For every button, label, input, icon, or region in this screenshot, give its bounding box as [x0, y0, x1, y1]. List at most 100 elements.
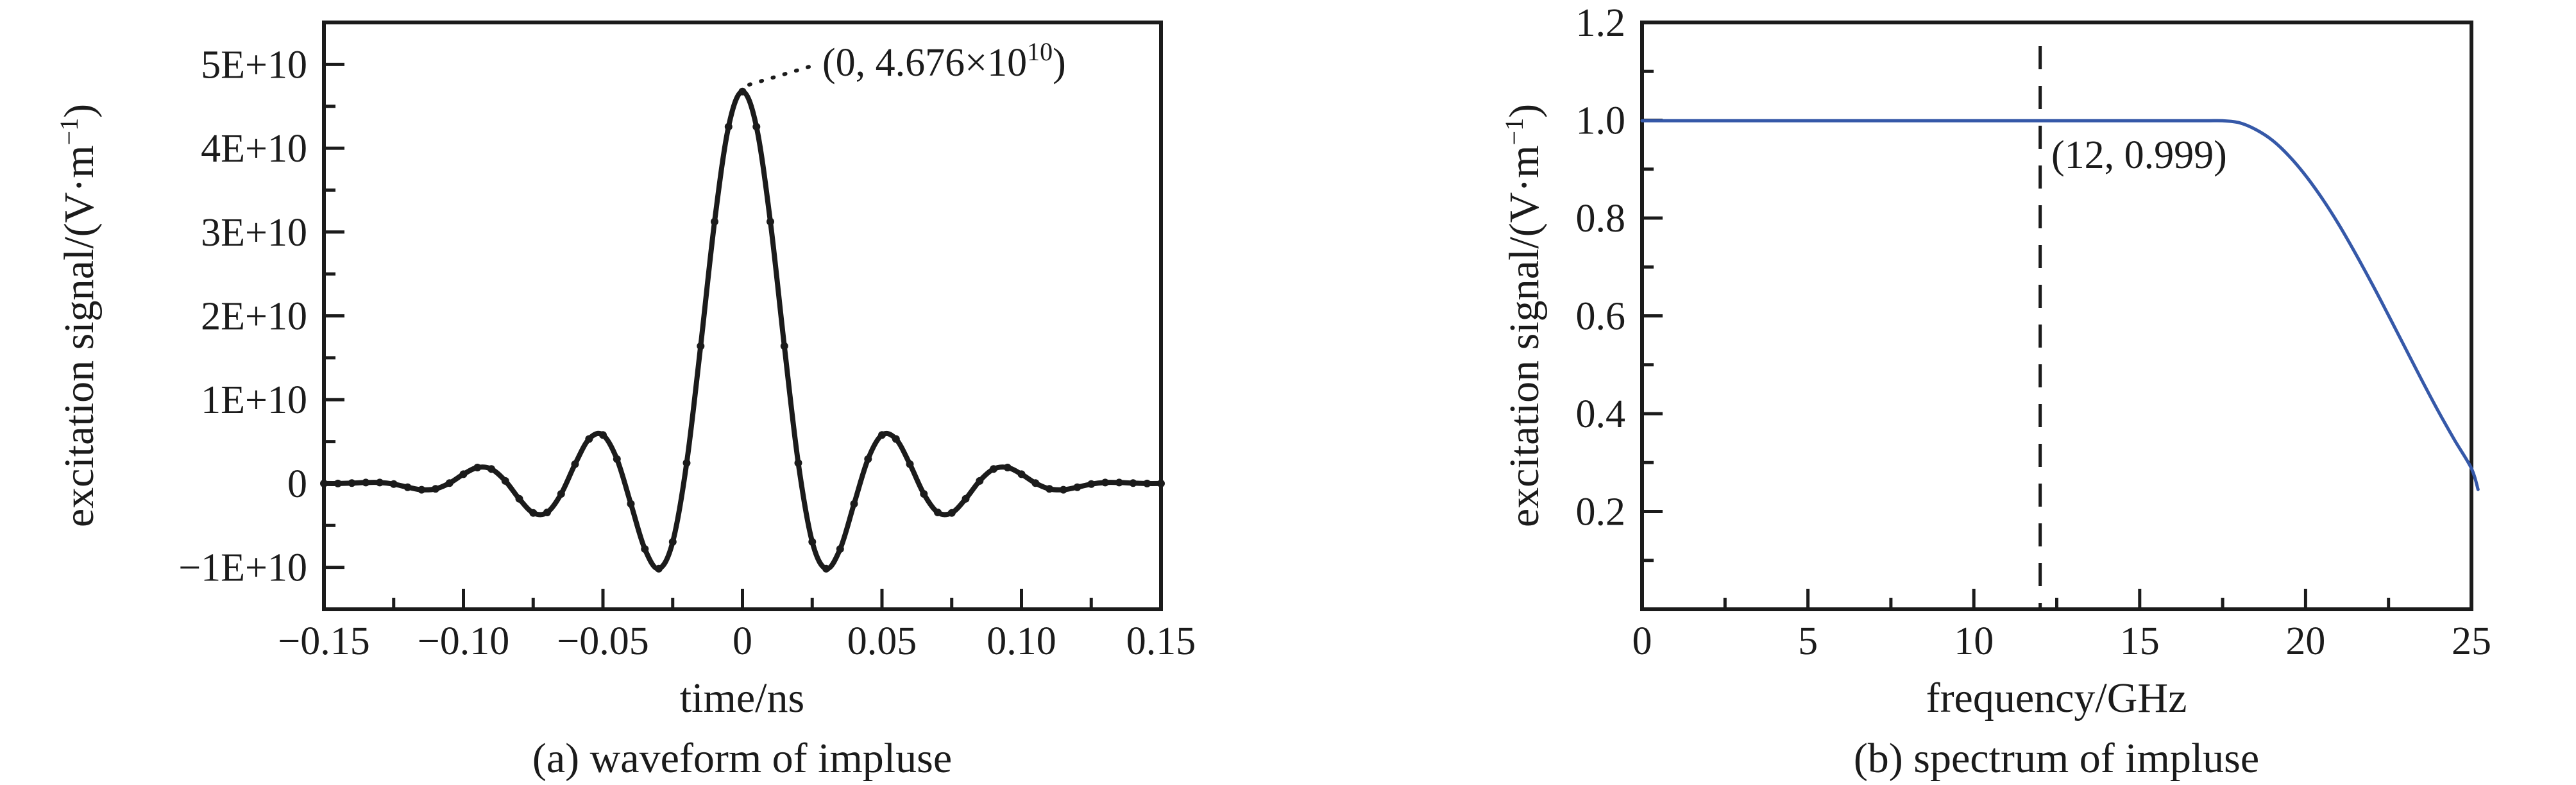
- data-point-marker: [794, 459, 802, 467]
- data-point-marker: [767, 217, 774, 226]
- plot-border: [1640, 21, 2473, 611]
- data-point-marker: [1115, 478, 1123, 487]
- caption-waveform: (a) waveform of impluse: [532, 735, 952, 782]
- data-point-marker: [320, 479, 328, 487]
- data-point-marker: [697, 342, 705, 350]
- data-point-marker: [585, 435, 593, 443]
- data-point-marker: [1129, 479, 1137, 487]
- data-point-marker: [543, 509, 551, 516]
- y-tick-label: 4E+10: [201, 127, 307, 171]
- data-point-marker: [445, 479, 453, 487]
- y-axis-title-spectrum: excitation signal/(V·m−1): [1500, 104, 1548, 527]
- x-tick-label: 5: [1798, 620, 1818, 663]
- data-point-marker: [1087, 480, 1096, 488]
- data-point-marker: [1073, 483, 1081, 491]
- data-point-marker: [780, 342, 788, 350]
- y-tick-label: 3E+10: [201, 211, 307, 255]
- y-tick-label: 0.2: [1576, 491, 1626, 534]
- y-tick-label: 1.2: [1576, 1, 1626, 45]
- data-point-marker: [808, 537, 817, 546]
- data-point-marker: [1101, 478, 1109, 487]
- data-point-marker: [934, 509, 942, 516]
- x-tick-label: 0.15: [1126, 620, 1196, 663]
- data-point-marker: [724, 122, 733, 131]
- x-axis-title-spectrum: frequency/GHz: [1926, 675, 2187, 722]
- x-tick-label: 0.05: [847, 620, 917, 663]
- data-point-marker: [1157, 479, 1165, 487]
- data-point-marker: [655, 564, 663, 573]
- peak-annotation-exponent: 10: [1027, 37, 1053, 66]
- data-point-marker: [459, 470, 468, 478]
- y-axis-title-waveform-sup: −1: [55, 118, 83, 146]
- plot-border: [322, 21, 1163, 611]
- data-point-marker: [403, 483, 412, 491]
- data-point-marker: [990, 465, 997, 473]
- y-tick-label: 2E+10: [201, 295, 307, 339]
- data-point-marker: [947, 509, 956, 517]
- data-point-marker: [1059, 485, 1067, 494]
- data-point-marker: [920, 490, 928, 498]
- x-tick-label: 0: [733, 620, 752, 663]
- data-point-marker: [711, 217, 718, 226]
- x-tick-label: 0.10: [987, 620, 1056, 663]
- x-tick-label: 25: [2452, 620, 2491, 663]
- y-tick-label: 5E+10: [201, 43, 307, 87]
- data-point-marker: [1003, 464, 1012, 471]
- data-point-marker: [362, 478, 370, 487]
- data-point-marker: [473, 464, 482, 471]
- peak-annotation-close: ): [1053, 41, 1066, 85]
- peak-annotation-waveform: (0, 4.676×1010): [822, 37, 1066, 85]
- spectrum-plot: 0 5 10 15 20 25 1.2 1.0 0.8 0.6 0.4 0.2: [1576, 1, 2492, 663]
- data-point-marker: [529, 509, 538, 517]
- data-point-marker: [1046, 485, 1053, 493]
- data-point-marker: [557, 490, 565, 498]
- data-point-marker: [892, 435, 900, 443]
- data-point-marker: [1017, 470, 1026, 478]
- data-point-marker: [571, 460, 579, 468]
- data-point-marker: [389, 480, 398, 488]
- data-point-marker: [613, 455, 621, 463]
- data-point-marker: [376, 478, 384, 487]
- data-point-marker: [822, 564, 830, 573]
- data-point-marker: [668, 537, 677, 546]
- data-point-marker: [752, 122, 761, 131]
- data-point-marker: [432, 485, 439, 493]
- y-tick-label: −1E+10: [178, 546, 307, 590]
- data-point-marker: [599, 431, 607, 439]
- data-point-marker: [627, 500, 635, 508]
- spectrum-curve: [1640, 119, 2480, 491]
- data-point-marker: [738, 87, 747, 96]
- data-point-marker: [850, 500, 858, 508]
- data-point-marker: [836, 545, 844, 553]
- data-point-marker: [976, 477, 984, 485]
- data-point-marker: [906, 460, 914, 468]
- y-tick-label: 1E+10: [201, 378, 307, 422]
- waveform-plot: −0.15 −0.10 −0.05 0 0.05 0.10 0.15 5E+10 4E+10 3E…: [178, 21, 1196, 663]
- data-point-marker: [1143, 479, 1151, 487]
- data-point-marker: [501, 477, 509, 485]
- x-tick-label: 15: [2120, 620, 2160, 663]
- peak-annotation-leader-dotted-line: [747, 63, 818, 87]
- x-tick-label: −0.15: [278, 620, 369, 663]
- y-axis-title-spectrum-base: excitation signal/(V·m: [1501, 145, 1548, 527]
- peak-annotation-base: (0, 4.676×10: [822, 41, 1027, 85]
- data-point-marker: [962, 494, 970, 503]
- x-tick-label: −0.05: [557, 620, 648, 663]
- data-point-marker: [348, 479, 356, 487]
- data-point-marker: [1031, 479, 1040, 487]
- y-axis-title-waveform-close: ): [56, 104, 103, 118]
- x-axis-title-waveform: time/ns: [680, 675, 804, 722]
- data-point-marker: [487, 465, 495, 473]
- y-axis-title-waveform: excitation signal/(V·m−1): [55, 104, 103, 527]
- data-point-marker: [682, 459, 691, 467]
- y-tick-label: 0.4: [1576, 393, 1626, 436]
- waveform-curve: [321, 89, 1164, 571]
- y-tick-label: 0.6: [1576, 295, 1626, 339]
- data-point-marker: [418, 485, 426, 494]
- data-point-marker: [641, 545, 649, 553]
- data-point-marker: [864, 455, 872, 463]
- caption-spectrum: (b) spectrum of impluse: [1854, 735, 2259, 782]
- y-axis-title-waveform-base: excitation signal/(V·m: [56, 145, 103, 527]
